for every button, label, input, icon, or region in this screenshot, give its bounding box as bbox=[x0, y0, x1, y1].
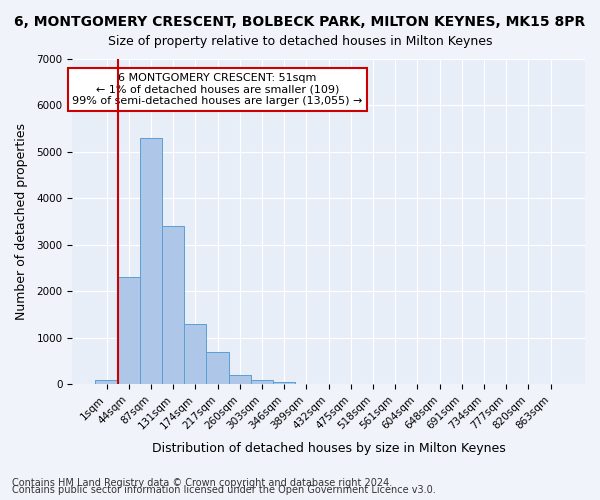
Text: 6 MONTGOMERY CRESCENT: 51sqm
← 1% of detached houses are smaller (109)
99% of se: 6 MONTGOMERY CRESCENT: 51sqm ← 1% of det… bbox=[73, 73, 363, 106]
Text: Contains public sector information licensed under the Open Government Licence v3: Contains public sector information licen… bbox=[12, 485, 436, 495]
Text: 6, MONTGOMERY CRESCENT, BOLBECK PARK, MILTON KEYNES, MK15 8PR: 6, MONTGOMERY CRESCENT, BOLBECK PARK, MI… bbox=[14, 15, 586, 29]
Bar bbox=[162, 226, 184, 384]
Bar bbox=[95, 380, 118, 384]
Y-axis label: Number of detached properties: Number of detached properties bbox=[15, 123, 28, 320]
Text: Contains HM Land Registry data © Crown copyright and database right 2024.: Contains HM Land Registry data © Crown c… bbox=[12, 478, 392, 488]
Bar bbox=[206, 352, 229, 384]
Bar bbox=[229, 375, 251, 384]
Bar bbox=[118, 278, 140, 384]
Text: Size of property relative to detached houses in Milton Keynes: Size of property relative to detached ho… bbox=[108, 35, 492, 48]
Bar bbox=[273, 382, 295, 384]
Bar bbox=[140, 138, 162, 384]
Bar bbox=[251, 380, 273, 384]
X-axis label: Distribution of detached houses by size in Milton Keynes: Distribution of detached houses by size … bbox=[152, 442, 505, 455]
Bar bbox=[184, 324, 206, 384]
